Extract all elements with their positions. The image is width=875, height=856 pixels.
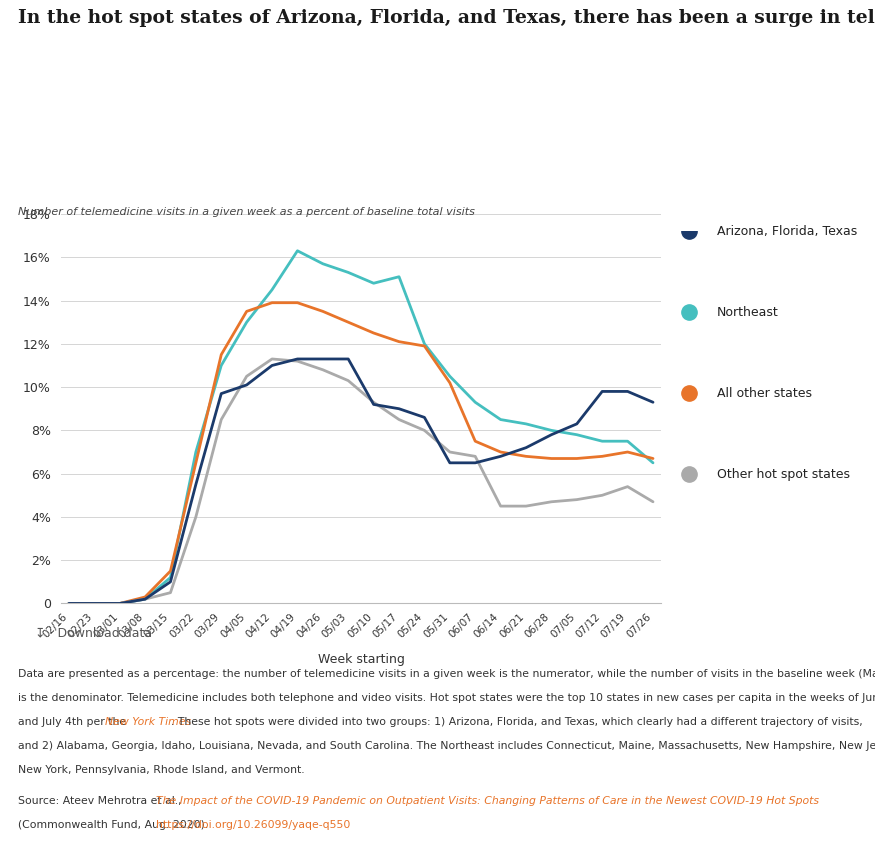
Text: Arizona, Florida, Texas: Arizona, Florida, Texas — [717, 224, 857, 238]
Text: https://doi.org/10.26099/yaqe-q550: https://doi.org/10.26099/yaqe-q550 — [156, 820, 350, 830]
Text: New York Times: New York Times — [105, 717, 191, 728]
Text: ↧   Download data: ↧ Download data — [35, 627, 152, 639]
Text: and July 4th per the: and July 4th per the — [18, 717, 130, 728]
Text: New York, Pennsylvania, Rhode Island, and Vermont.: New York, Pennsylvania, Rhode Island, an… — [18, 765, 304, 776]
Text: The Impact of the COVID-19 Pandemic on Outpatient Visits: Changing Patterns of C: The Impact of the COVID-19 Pandemic on O… — [156, 796, 819, 806]
Text: . These hot spots were divided into two groups: 1) Arizona, Florida, and Texas, : . These hot spots were divided into two … — [171, 717, 863, 728]
Text: is the denominator. Telemedicine includes both telephone and video visits. Hot s: is the denominator. Telemedicine include… — [18, 693, 875, 704]
Text: Data are presented as a percentage: the number of telemedicine visits in a given: Data are presented as a percentage: the … — [18, 669, 875, 680]
X-axis label: Week starting: Week starting — [318, 653, 404, 666]
Text: Northeast: Northeast — [717, 306, 779, 318]
Text: Source: Ateev Mehrotra et al.,: Source: Ateev Mehrotra et al., — [18, 796, 185, 806]
Text: Number of telemedicine visits in a given week as a percent of baseline total vis: Number of telemedicine visits in a given… — [18, 207, 474, 217]
Text: (Commonwealth Fund, Aug. 2020).: (Commonwealth Fund, Aug. 2020). — [18, 820, 211, 830]
Text: All other states: All other states — [717, 387, 812, 400]
Text: Other hot spot states: Other hot spot states — [717, 467, 850, 480]
Text: In the hot spot states of Arizona, Florida, and Texas, there has been a surge in: In the hot spot states of Arizona, Flori… — [18, 9, 875, 27]
Text: and 2) Alabama, Georgia, Idaho, Louisiana, Nevada, and South Carolina. The North: and 2) Alabama, Georgia, Idaho, Louisian… — [18, 741, 875, 752]
